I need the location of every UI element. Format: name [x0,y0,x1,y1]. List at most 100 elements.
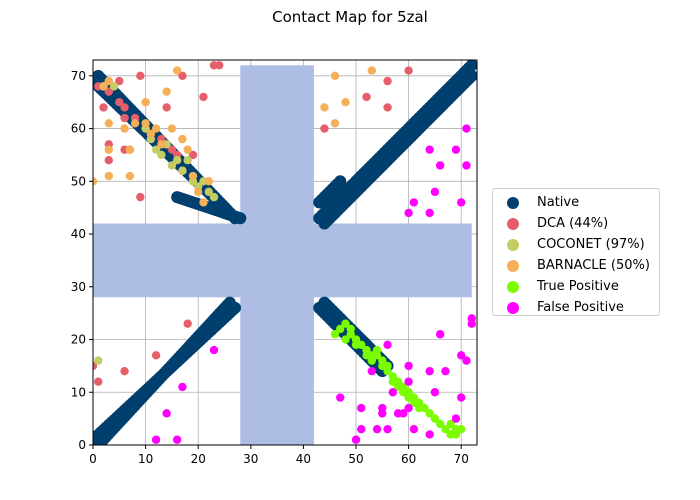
barnacle-point [204,177,213,186]
true-positive-point [367,356,376,365]
legend-marker [507,280,519,293]
y-tick-label: 60 [71,122,86,136]
barnacle-point [330,119,340,128]
legend-label: COCONET (97%) [537,237,645,252]
barnacle-point [104,171,113,181]
coconet-point [109,82,119,91]
true-positive-point [430,414,440,423]
true-positive-point [330,330,340,339]
false-positive-point [457,198,466,207]
coconet-point [94,356,103,365]
legend-marker [507,217,519,230]
true-positive-point [399,382,408,392]
false-positive-point [435,161,445,170]
dca-point [199,92,208,102]
native-contact-point [223,296,236,309]
y-tick-label: 20 [71,333,86,347]
coconet-point [209,192,219,202]
false-positive-point [462,161,471,170]
legend-label: Native [537,195,580,210]
true-positive-point [341,319,350,328]
legend-marker [507,259,519,272]
barnacle-point [93,177,98,186]
dca-point [99,103,108,112]
barnacle-point [178,134,187,144]
x-tick-label: 40 [296,452,311,466]
dca-point [167,145,177,154]
dca-point [136,192,145,202]
dca-point [120,113,129,123]
dca-point [120,103,129,112]
legend-item-true-positive: True Positive [493,276,659,297]
barnacle-point [104,76,113,86]
barnacle-point [141,119,150,128]
barnacle-point [120,124,129,133]
true-positive-point [435,419,445,429]
barnacle-point [99,82,108,91]
true-positive-point [372,351,382,360]
legend-label: BARNACLE (50%) [537,258,650,273]
false-positive-point [457,351,466,360]
false-positive-point [209,345,219,355]
false-positive-point [367,366,376,376]
false-positive-point [162,409,171,418]
legend: Native DCA (44%) COCONET (97%) BARNACLE … [492,188,660,316]
x-tick-label: 20 [191,452,206,466]
false-positive-point [383,340,392,349]
dca-point [188,150,198,160]
false-positive-point [404,208,413,218]
barnacle-point [125,171,135,181]
dca-point [178,71,187,81]
dca-point [104,87,113,96]
barnacle-point [341,97,350,107]
false-positive-point [178,382,187,392]
dca-point [104,156,113,165]
dca-point [115,97,124,107]
dca-point [162,103,171,112]
axis-ticks: 0 10 20 30 40 50 60 70 0 10 20 30 40 50 60 70 [71,69,469,466]
true-positive-point [346,324,355,334]
legend-label: True Positive [537,279,619,294]
false-positive-point [441,366,450,376]
true-positive-point [457,424,466,434]
masked-band-horizontal [93,223,472,298]
true-positive-point [451,430,461,439]
legend-item-dca: DCA (44%) [493,213,659,234]
dca-point [404,66,413,75]
coconet-point [151,145,161,154]
barnacle-point [194,187,203,197]
false-positive-point [435,330,445,339]
barnacle-point [172,66,182,75]
barnacle-point [130,119,140,128]
native-contact-point [234,212,247,225]
true-positive-point [420,403,429,413]
barnacle-point [125,145,135,154]
native-contact-point [334,175,347,188]
dca-point [320,124,329,133]
false-positive-point [351,435,361,444]
coconet-point [167,161,177,170]
dca-point [94,377,103,386]
false-positive-point [372,424,382,434]
barnacle-point [151,124,161,133]
y-tick-label: 10 [71,385,86,399]
legend-item-barnacle: BARNACLE (50%) [493,255,659,276]
barnacle-point [104,145,113,154]
dca-point [362,92,371,102]
barnacle-point [167,124,177,133]
legend-label: False Positive [537,300,624,315]
false-positive-point [357,424,366,434]
coconet-point [204,187,213,197]
coconet-point [178,166,187,175]
barnacle-point [330,71,340,81]
dca-point [215,61,224,70]
false-positive-point [404,361,413,371]
coconet-point [157,150,166,160]
true-positive-point [341,335,350,344]
barnacle-point [199,198,208,207]
false-positive-point [172,435,182,444]
false-positive-point [430,388,440,397]
false-positive-point [151,435,161,444]
false-positive-point [404,403,413,413]
